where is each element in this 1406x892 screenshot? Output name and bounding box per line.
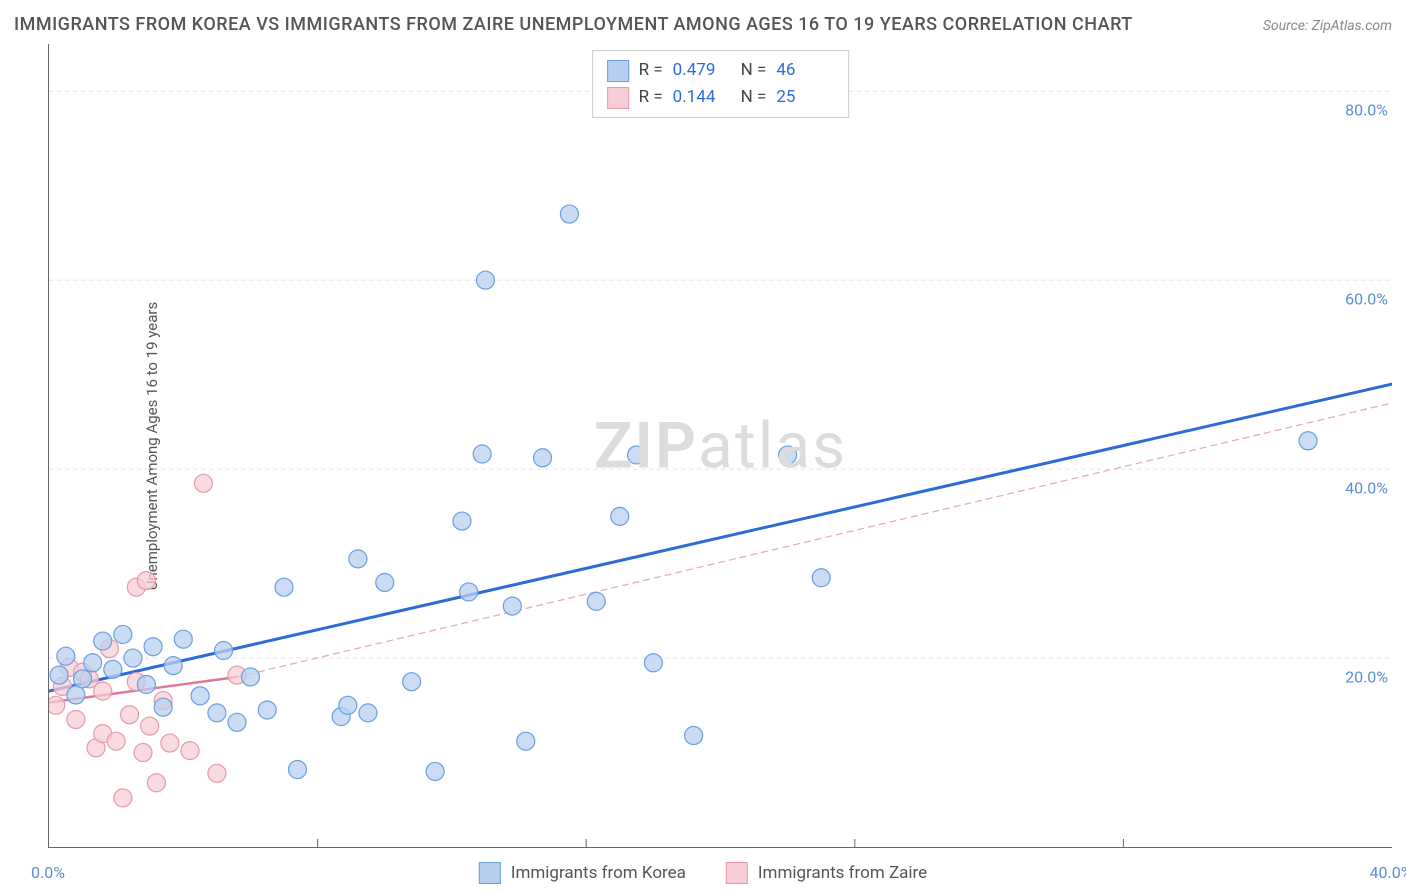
chart-plot-area: ZIPatlas R = 0.479 N = 46 R = 0.144 N = … xyxy=(48,44,1392,848)
x-tick-label: 0.0% xyxy=(31,863,65,882)
x-tick-label: 40.0% xyxy=(1370,863,1406,882)
correlation-legend: R = 0.479 N = 46 R = 0.144 N = 25 xyxy=(592,50,850,118)
n-value-korea: 46 xyxy=(776,57,834,84)
legend-row-korea: R = 0.479 N = 46 xyxy=(607,57,835,84)
swatch-korea-icon xyxy=(479,862,501,884)
y-tick-label: 20.0% xyxy=(1345,668,1388,687)
scatter-chart xyxy=(49,44,1392,847)
n-label: N = xyxy=(741,84,767,111)
y-tick-label: 40.0% xyxy=(1345,479,1388,498)
swatch-zaire-icon xyxy=(607,87,629,109)
chart-title: IMMIGRANTS FROM KOREA VS IMMIGRANTS FROM… xyxy=(14,14,1133,35)
y-tick-label: 60.0% xyxy=(1345,290,1388,309)
n-label: N = xyxy=(741,57,767,84)
n-value-zaire: 25 xyxy=(776,84,834,111)
legend-label-zaire: Immigrants from Zaire xyxy=(758,863,927,883)
series-legend: Immigrants from Korea Immigrants from Za… xyxy=(479,862,927,884)
r-label: R = xyxy=(639,57,663,84)
legend-row-zaire: R = 0.144 N = 25 xyxy=(607,84,835,111)
legend-item-korea: Immigrants from Korea xyxy=(479,862,686,884)
r-value-korea: 0.479 xyxy=(673,57,731,84)
swatch-korea-icon xyxy=(607,60,629,82)
r-value-zaire: 0.144 xyxy=(673,84,731,111)
legend-label-korea: Immigrants from Korea xyxy=(511,863,686,883)
y-tick-label: 80.0% xyxy=(1345,101,1388,120)
legend-item-zaire: Immigrants from Zaire xyxy=(726,862,927,884)
r-label: R = xyxy=(639,84,663,111)
source-label: Source: ZipAtlas.com xyxy=(1263,18,1392,34)
swatch-zaire-icon xyxy=(726,862,748,884)
